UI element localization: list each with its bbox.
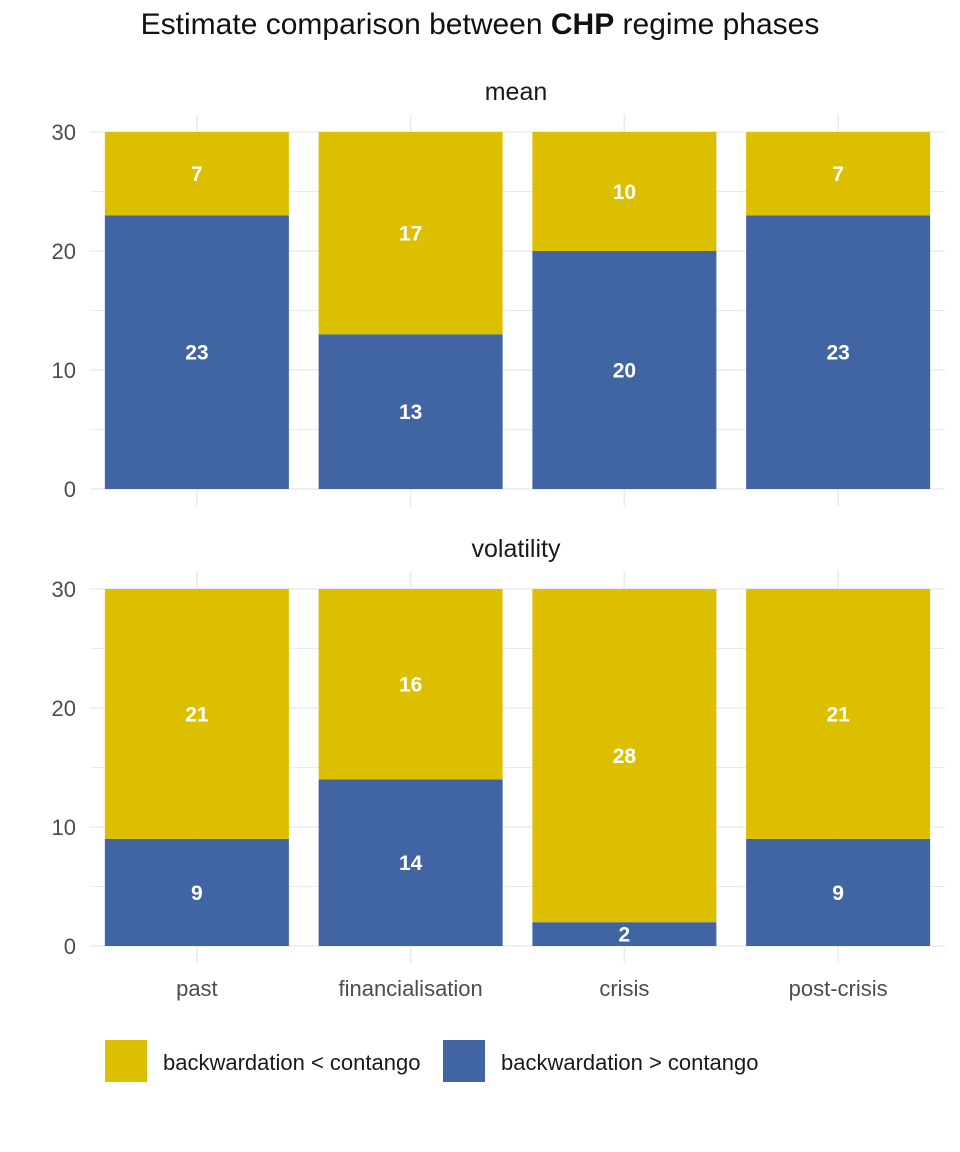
chart-title-highlight: CHP [550, 8, 615, 41]
x-tick-label: financialisation [338, 976, 482, 1001]
legend-label: backwardation < contango [163, 1050, 420, 1075]
chart-title: Estimate comparison between CHP regime p… [0, 8, 960, 42]
x-tick-label: past [176, 976, 218, 1001]
bar-segment [746, 215, 931, 490]
bar-segment [532, 589, 717, 923]
bar-value-label: 21 [185, 703, 209, 726]
bar-segment [104, 589, 289, 839]
bar-value-label: 21 [826, 703, 850, 726]
y-tick-label: 0 [64, 934, 76, 959]
bar-value-label: 23 [826, 342, 849, 365]
bar-segment [104, 838, 289, 946]
bar-value-label: 14 [399, 852, 423, 875]
bar-value-label: 17 [399, 223, 422, 246]
y-tick-label: 10 [52, 358, 76, 383]
bar-segment [746, 132, 931, 216]
bar-value-label: 20 [613, 360, 636, 383]
bar-segment [746, 838, 931, 946]
bar-segment [318, 132, 503, 335]
bar-segment [532, 922, 717, 946]
bar-value-label: 23 [185, 342, 208, 365]
panel-volatility: volatility 0 10 20 30 9 21 14 16 2 28 9 21 past financ… [52, 535, 945, 1001]
bar-value-label: 13 [399, 401, 422, 424]
bar-segment [532, 132, 717, 251]
panel-mean: mean 0 10 20 30 23 7 13 17 20 10 23 7 [52, 78, 945, 506]
panel-strip-label: mean [485, 78, 548, 106]
x-tick-label: post-crisis [789, 976, 888, 1001]
bar-value-label: 9 [832, 882, 844, 905]
chart-title-prefix: Estimate comparison between [140, 8, 551, 41]
bar-value-label: 16 [399, 674, 422, 697]
bar-value-label: 9 [191, 882, 203, 905]
bar-segment [104, 132, 289, 216]
legend-label: backwardation > contango [501, 1050, 758, 1075]
y-tick-label: 20 [52, 239, 76, 264]
bar-segment [318, 589, 503, 780]
bar-value-label: 7 [191, 163, 203, 186]
x-tick-label: crisis [599, 976, 649, 1001]
bar-segment [532, 251, 717, 489]
bar-segment [318, 334, 503, 489]
y-tick-label: 30 [52, 577, 76, 602]
legend-key [105, 1040, 147, 1082]
y-tick-label: 30 [52, 120, 76, 145]
bar-value-label: 10 [613, 181, 636, 204]
bar-segment [318, 779, 503, 946]
panel-strip-label: volatility [472, 535, 561, 563]
y-tick-label: 10 [52, 815, 76, 840]
legend: backwardation < contango backwardation > … [105, 1040, 758, 1082]
bar-segment [746, 589, 931, 839]
y-tick-label: 0 [64, 477, 76, 502]
chart-title-suffix: regime phases [614, 8, 820, 41]
bar-value-label: 2 [619, 924, 631, 947]
y-tick-label: 20 [52, 696, 76, 721]
bar-value-label: 28 [613, 745, 637, 768]
legend-key [443, 1040, 485, 1082]
bar-value-label: 7 [832, 163, 844, 186]
bar-segment [104, 215, 289, 490]
